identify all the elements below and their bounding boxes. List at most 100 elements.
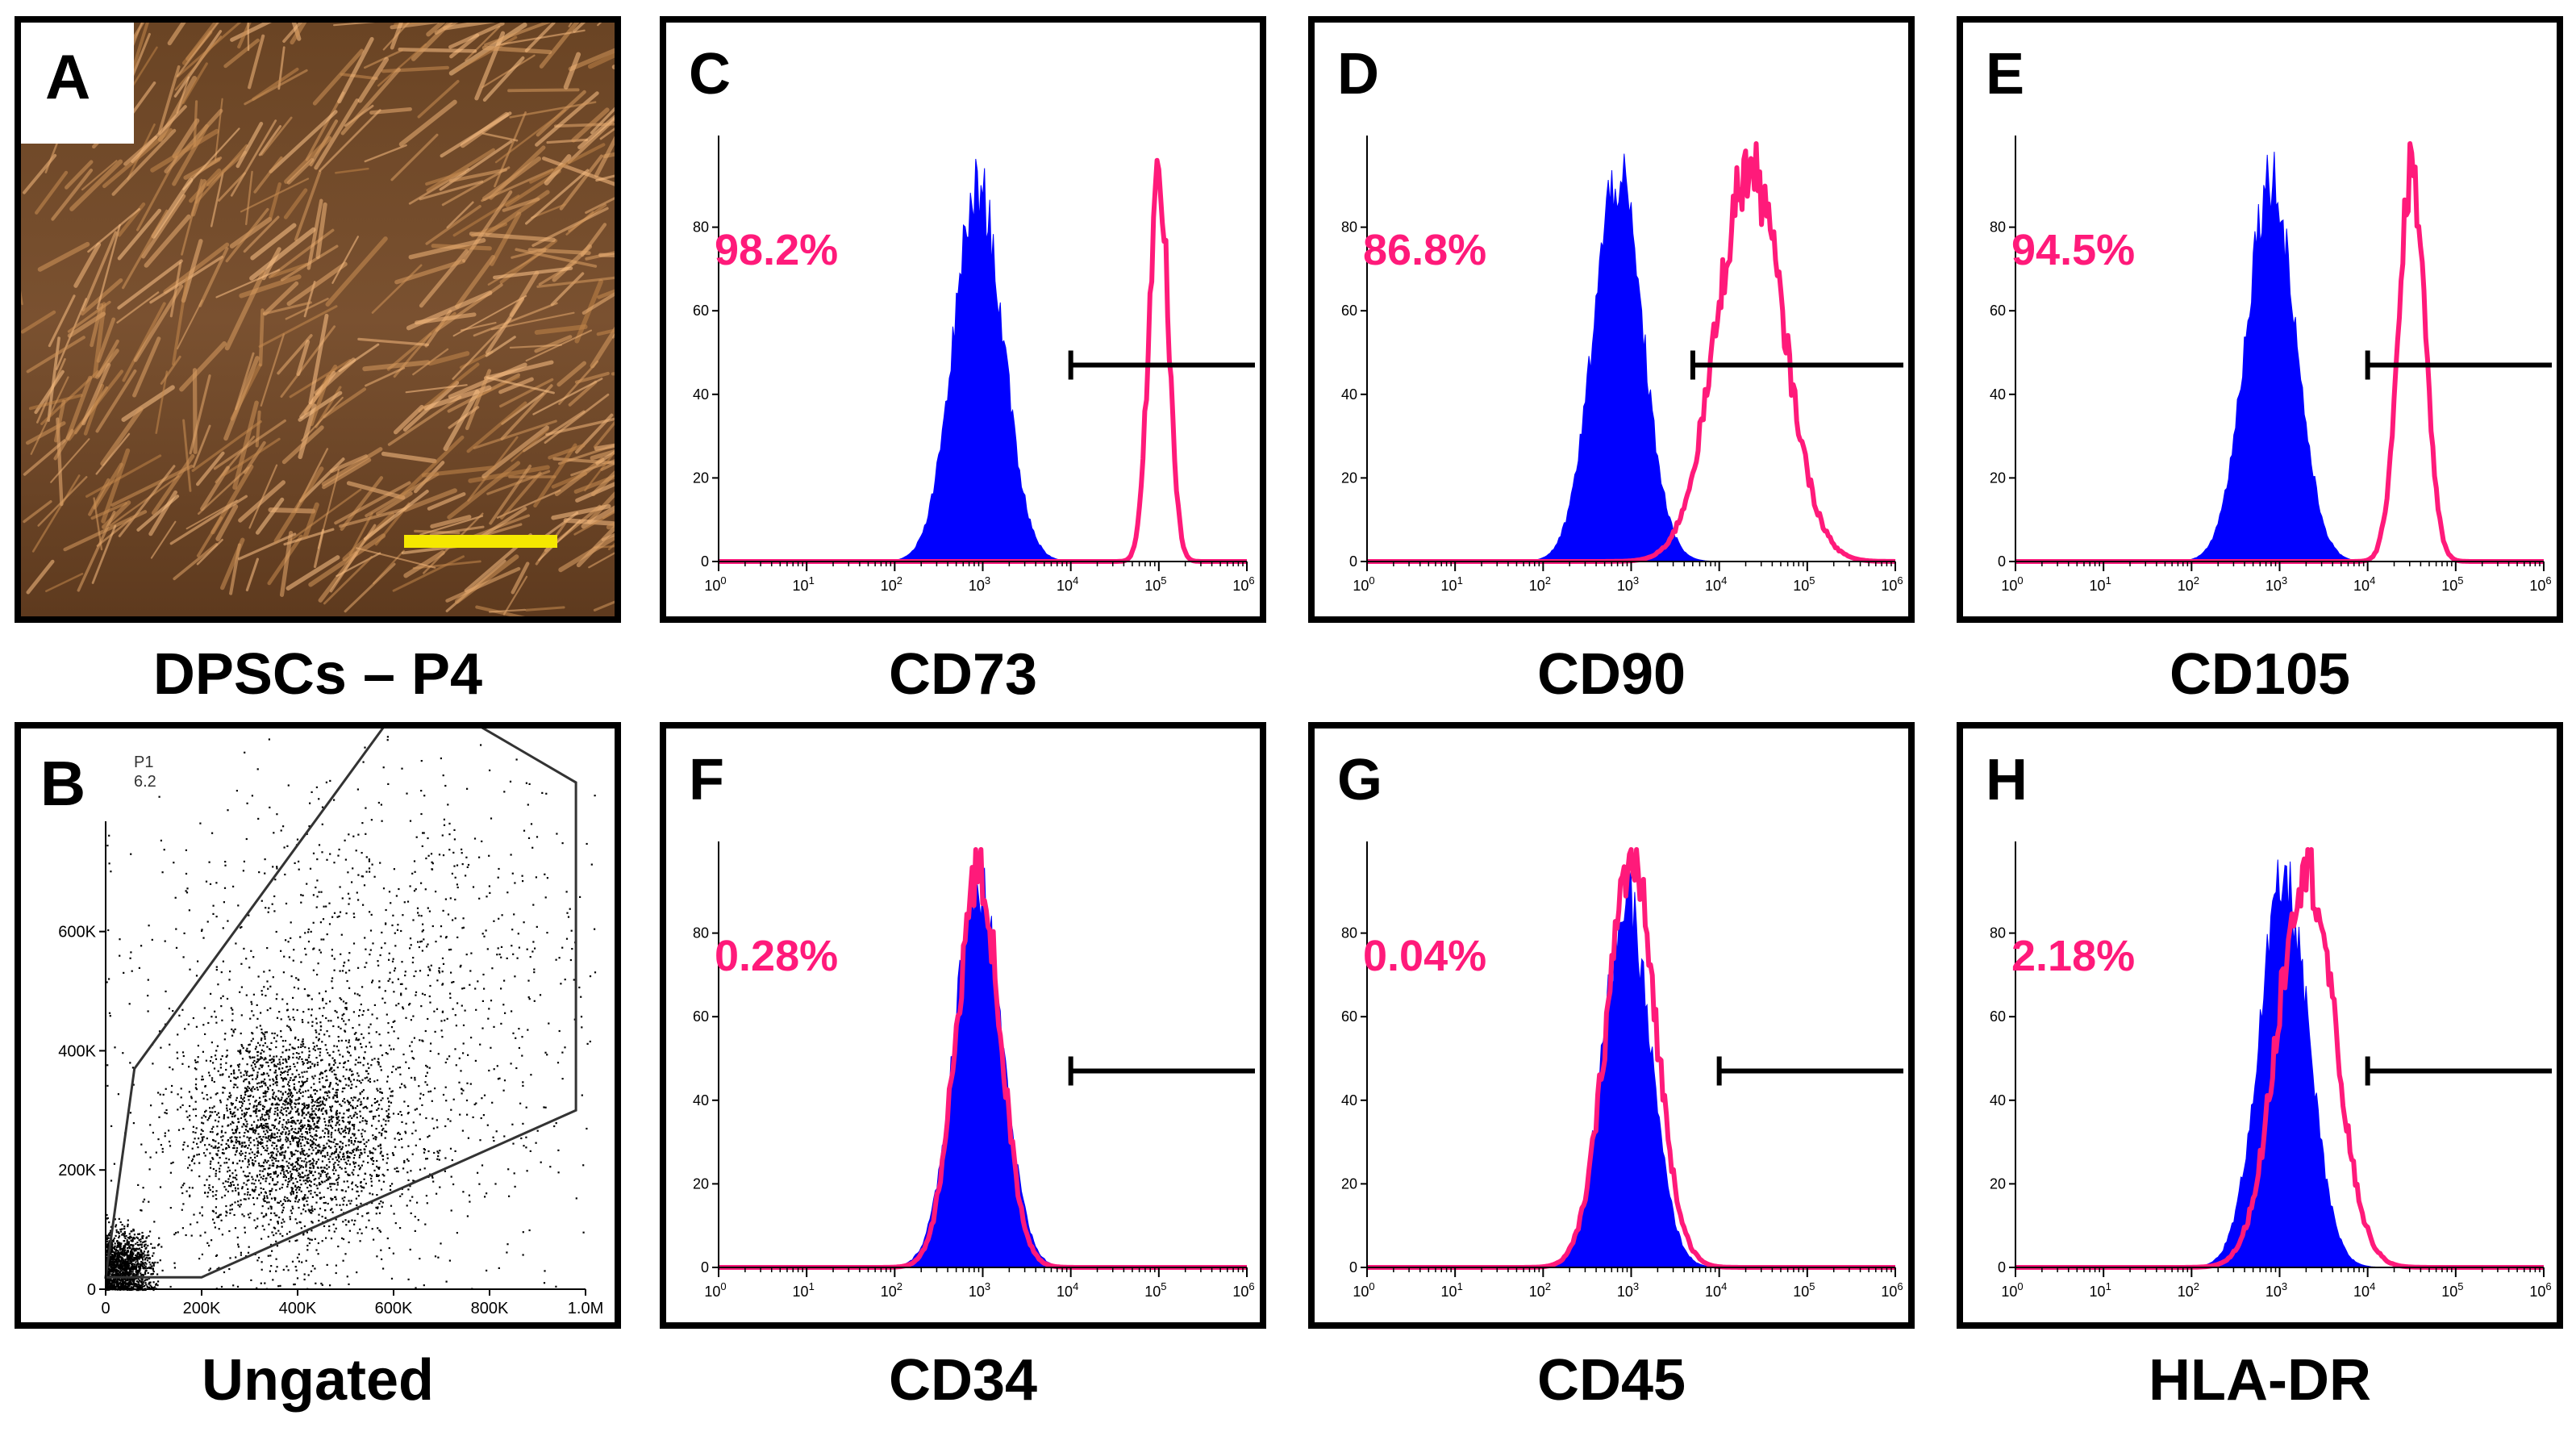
scatter-point [261,1125,264,1128]
scatter-point [335,1077,337,1079]
cell [490,211,522,266]
scatter-point [128,1258,131,1260]
scatter-point [263,1195,265,1197]
scatter-point [281,1071,283,1075]
scatter-point [214,1010,216,1012]
scatter-point [301,1171,303,1174]
scatter-point [266,1150,269,1152]
scatter-point [238,1132,241,1134]
scatter-point [252,1129,255,1132]
scatter-point [148,1277,150,1280]
scatter-point [236,1096,238,1099]
scatter-point [291,1205,294,1208]
scatter-point [287,1069,290,1071]
scatter-point [448,949,451,951]
scatter-point [533,968,536,971]
scatter-point [330,1020,332,1022]
scatter-point [335,1142,337,1146]
scatter-point [115,1246,118,1249]
scatter-point [328,1116,331,1118]
scatter-point [114,1254,116,1256]
scatter-point [110,1261,112,1263]
scatter-point [221,1019,223,1021]
scatter-point [251,1188,253,1191]
scatter-point [176,1051,178,1054]
scatter-point [327,1158,330,1160]
scatter-point [323,1098,325,1100]
scatter-point [252,1164,255,1167]
scatter-point [313,1122,315,1125]
scatter-point [114,1256,116,1259]
scatter-point [210,1079,214,1082]
scatter-point [325,1109,327,1112]
scatter-point [378,1230,381,1232]
cell [452,194,520,237]
scatter-point [155,1284,157,1286]
scatter-point [127,1259,129,1261]
cell [452,317,512,380]
scatter-point [581,1026,583,1029]
scatter-point [302,1197,304,1200]
cell [406,290,493,331]
scatter-point [117,1258,119,1260]
scatter-point [113,1247,115,1250]
scatter-point [294,1178,297,1180]
scatter-point [351,1171,353,1174]
scatter-point [110,1252,112,1255]
scatter-point [263,1058,265,1061]
scatter-point [262,1165,265,1167]
scatter-point [106,1084,109,1087]
scatter-point [186,887,189,890]
scatter-point [391,1095,394,1097]
scatter-point [352,1105,354,1108]
scatter-point [327,1125,330,1127]
scatter-point [237,1243,240,1246]
scatter-point [365,1070,368,1072]
scatter-point [319,1054,321,1057]
scatter-point [364,1051,366,1054]
scatter-point [371,1125,373,1127]
scatter-point [280,1147,282,1150]
scatter-point [290,1101,293,1104]
scatter-point [140,1280,142,1283]
scatter-point [427,1091,430,1093]
scatter-point [286,1140,288,1143]
scatter-point [418,946,420,949]
scatter-point [334,1162,336,1164]
scatter-point [373,1004,376,1006]
scatter-point [266,1125,269,1128]
scatter-point [230,1123,232,1125]
cell [525,606,565,612]
scatter-point [201,1139,203,1142]
scatter-point [212,1139,215,1142]
scatter-point [301,1109,303,1112]
scatter-point [108,1280,110,1283]
scatter-point [303,1150,306,1152]
scatter-point [210,1145,213,1147]
scatter-point [221,1125,223,1128]
scatter-point [127,1237,129,1239]
scatter-point [351,1117,353,1119]
scatter-point [160,1246,163,1248]
scatter-point [326,1164,328,1167]
scatter-point [173,1267,176,1269]
scatter-point [106,1287,108,1289]
scatter-point [281,1151,284,1154]
cell [236,122,264,169]
scatter-point [140,1254,143,1256]
scatter-point [322,1155,324,1158]
cell [414,461,445,494]
scatter-point [298,1076,301,1079]
scatter-point [127,1281,131,1284]
scatter-point [270,1212,273,1214]
scatter-point [256,1071,259,1074]
scatter-point [315,1017,318,1020]
cell [340,73,378,81]
scatter-point [376,1165,378,1168]
scatter-point [305,1163,307,1166]
scatter-point [454,898,456,901]
scatter-point [439,1186,441,1188]
scatter-point [544,1051,547,1054]
scatter-point [123,1286,125,1289]
scatter-point [120,1284,123,1287]
